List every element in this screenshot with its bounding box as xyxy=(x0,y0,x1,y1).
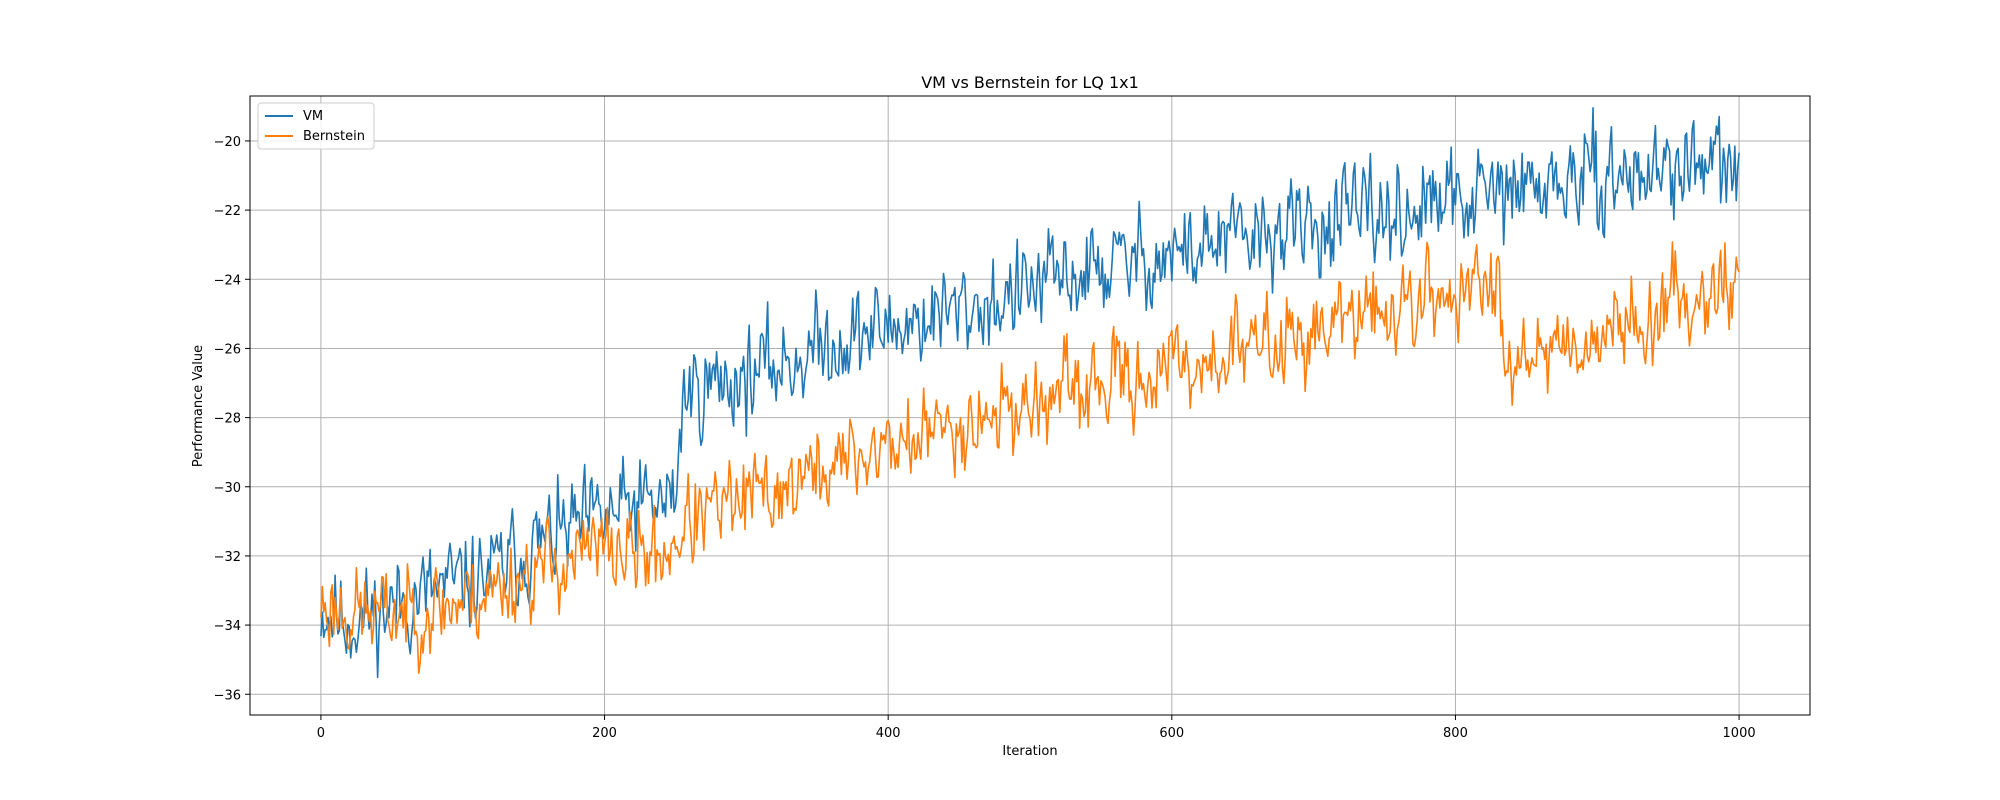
legend-label-bernstein: Bernstein xyxy=(303,129,365,144)
y-tick-label: −34 xyxy=(214,619,241,634)
x-tick-label: 800 xyxy=(1443,726,1468,741)
series-line-vm xyxy=(320,106,1740,679)
series-line-bernstein xyxy=(320,241,1740,674)
x-tick-label: 200 xyxy=(592,726,617,741)
chart-title: VM vs Bernstein for LQ 1x1 xyxy=(921,73,1139,92)
y-tick-label: −28 xyxy=(214,412,241,427)
series-layer xyxy=(320,106,1740,679)
legend-box xyxy=(257,102,375,150)
x-tick-label: 400 xyxy=(876,726,901,741)
y-tick-label: −20 xyxy=(214,135,241,150)
x-tick-label: 600 xyxy=(1159,726,1184,741)
y-tick-label: −36 xyxy=(214,688,241,703)
y-tick-label: −32 xyxy=(214,550,241,565)
y-axis-label: Performance Value xyxy=(191,345,206,467)
legend: VM Bernstein xyxy=(257,102,375,150)
y-tick-label: −22 xyxy=(214,204,241,219)
plot-frame xyxy=(249,95,1811,716)
legend-label-vm: VM xyxy=(303,109,323,124)
x-tick-label: 0 xyxy=(317,726,325,741)
y-tick-label: −26 xyxy=(214,342,241,357)
x-axis: 0 200 400 600 800 1000 xyxy=(317,715,1756,741)
x-tick-label: 1000 xyxy=(1723,726,1756,741)
x-axis-label: Iteration xyxy=(1002,744,1057,759)
y-tick-label: −24 xyxy=(214,273,241,288)
y-axis: −36 −34 −32 −30 −28 −26 −24 −22 −20 xyxy=(214,135,250,703)
y-tick-label: −30 xyxy=(214,481,241,496)
